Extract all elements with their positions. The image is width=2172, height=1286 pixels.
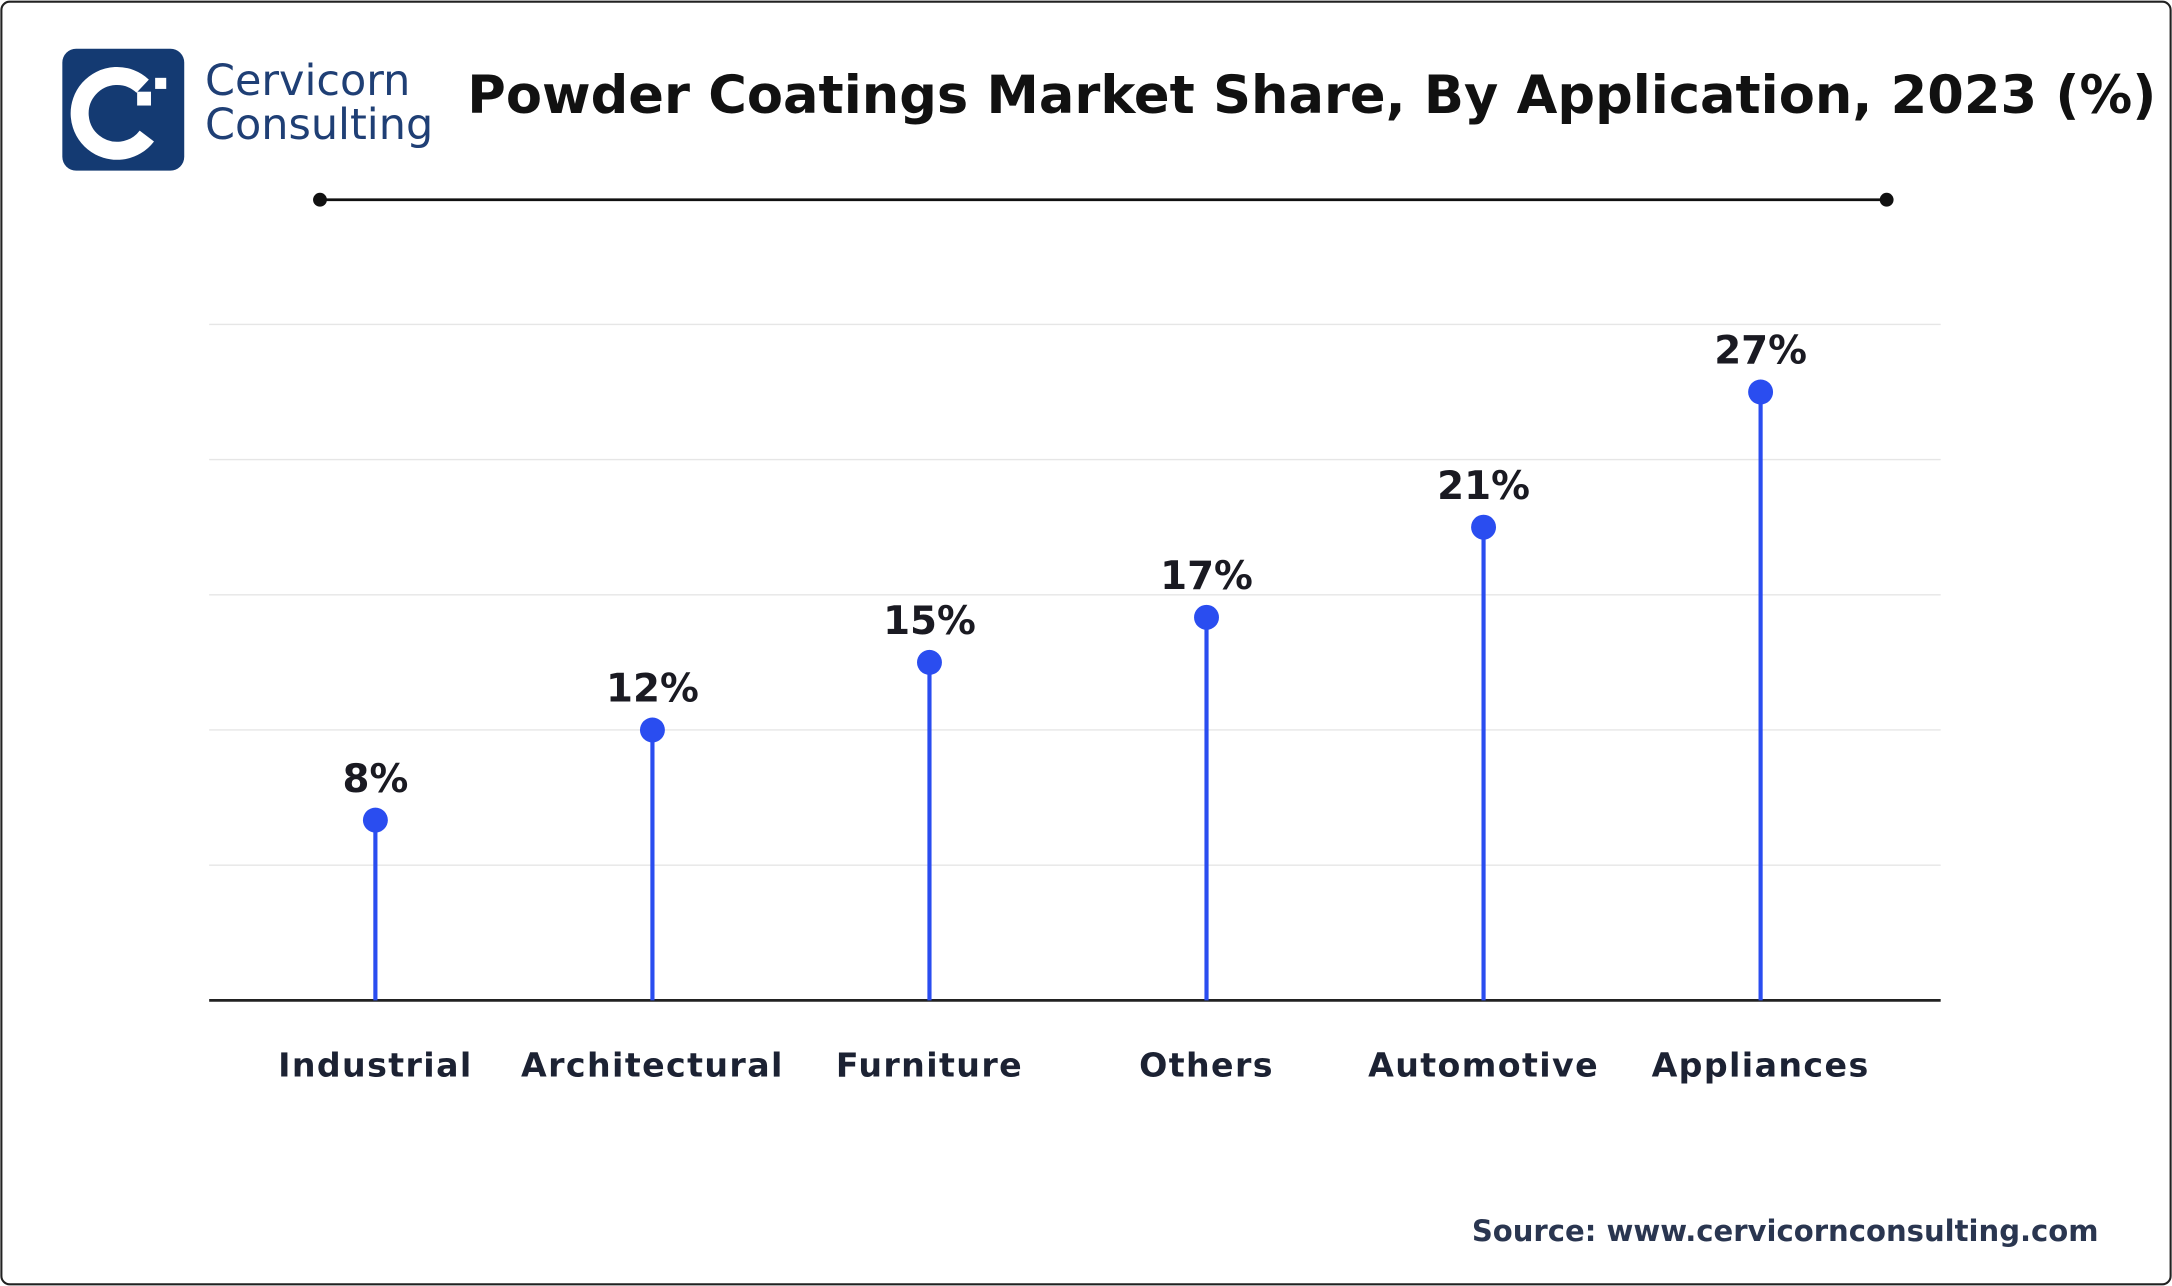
dot <box>362 807 388 833</box>
divider-dot <box>1879 192 1894 207</box>
logo-square <box>137 91 151 106</box>
value-label: 15% <box>883 599 976 644</box>
x-tick-label: Furniture <box>836 1045 1023 1084</box>
chart-title: Powder Coatings Market Share, By Applica… <box>467 65 2156 126</box>
logo-square <box>155 77 167 89</box>
value-label: 21% <box>1437 464 1530 509</box>
source: Source: www.cervicornconsulting.com <box>1472 1214 2099 1248</box>
x-tick-label: Others <box>1139 1045 1274 1084</box>
logo: Cervicorn Consulting <box>62 48 433 171</box>
x-tick-label: Architectural <box>521 1045 784 1084</box>
dot <box>1748 379 1774 405</box>
dot <box>1471 514 1497 540</box>
x-tick-label: Appliances <box>1652 1045 1870 1084</box>
x-tick-label: Automotive <box>1368 1045 1599 1084</box>
dot <box>639 717 665 743</box>
logo-mark <box>70 67 154 160</box>
divider-dot <box>313 192 327 207</box>
value-label: 8% <box>342 757 408 802</box>
x-tick-label: Industrial <box>278 1045 473 1084</box>
value-label: 12% <box>606 667 699 712</box>
value-label: 17% <box>1160 554 1253 599</box>
logo-text: Cervicorn <box>205 56 410 106</box>
logo-text: Consulting <box>205 100 433 150</box>
dot <box>1194 604 1219 630</box>
value-label: 27% <box>1714 329 1807 374</box>
dot <box>917 649 942 675</box>
